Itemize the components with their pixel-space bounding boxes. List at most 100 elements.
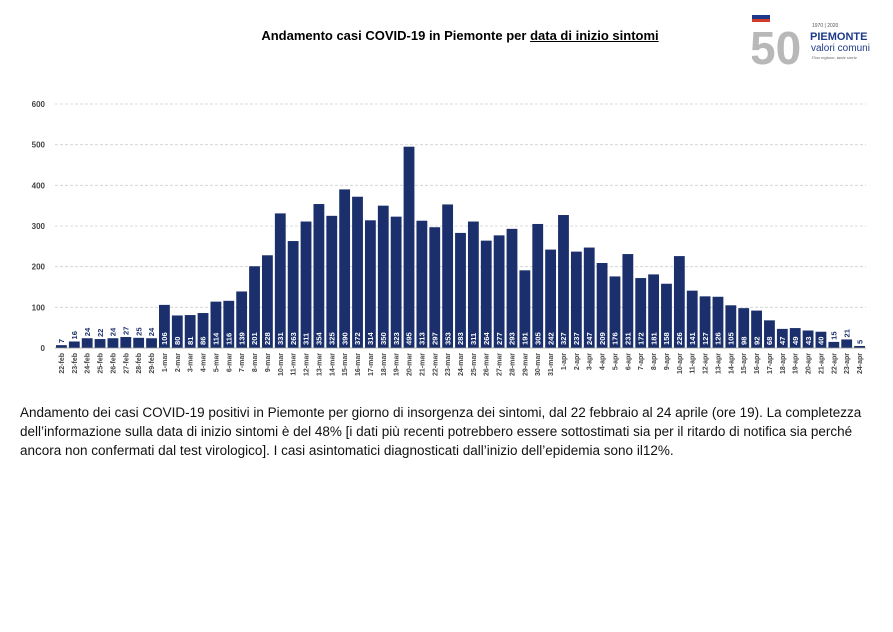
bar <box>133 337 145 348</box>
bar <box>609 276 621 348</box>
x-tick-label: 4-apr <box>600 353 607 370</box>
bar <box>738 308 750 348</box>
bar <box>171 315 183 348</box>
bar <box>429 227 441 348</box>
data-label: 7 <box>57 339 66 343</box>
chart-caption: Andamento dei casi COVID-19 positivi in … <box>20 405 862 458</box>
y-tick-label: 0 <box>41 344 46 353</box>
data-label: 24 <box>83 327 92 336</box>
data-label: 277 <box>495 332 504 345</box>
data-label: 325 <box>327 332 336 345</box>
bar <box>699 296 711 348</box>
x-tick-label: 3-mar <box>188 353 195 372</box>
data-label: 27 <box>122 327 131 335</box>
x-tick-label: 8-mar <box>252 353 259 372</box>
x-tick-label: 6-mar <box>226 353 233 372</box>
data-label: 49 <box>791 337 800 345</box>
data-label: 126 <box>714 332 723 345</box>
data-label: 5 <box>855 339 864 344</box>
x-tick-label: 8-apr <box>651 353 658 370</box>
x-tick-label: 30-mar <box>535 353 542 376</box>
x-tick-label: 10-apr <box>677 353 684 374</box>
logo-years: 1970 | 2020 <box>812 23 839 29</box>
bar <box>661 283 672 348</box>
bar <box>725 305 737 348</box>
bar <box>493 235 505 348</box>
data-label: 350 <box>379 332 388 345</box>
data-label: 81 <box>186 336 195 345</box>
x-tick-label: 22-apr <box>831 353 838 374</box>
data-label: 247 <box>585 332 594 345</box>
x-tick-label: 1-mar <box>162 353 169 372</box>
y-tick-label: 400 <box>32 181 46 190</box>
y-axis: 0 100 200 300 400 500 600 <box>32 100 46 353</box>
x-tick-label: 23-feb <box>72 353 79 374</box>
data-label: 141 <box>688 332 697 345</box>
bar <box>442 204 454 348</box>
x-tick-label: 18-apr <box>780 353 787 374</box>
x-tick-label: 22-mar <box>432 353 439 376</box>
bar <box>184 315 196 348</box>
x-tick-label: 1-apr <box>561 353 568 370</box>
bar <box>815 331 827 348</box>
bar <box>261 255 273 348</box>
x-tick-label: 2-apr <box>574 353 581 370</box>
data-label: 201 <box>250 332 259 345</box>
x-tick-label: 21-mar <box>419 353 426 376</box>
bar <box>532 223 544 348</box>
bar <box>712 296 724 348</box>
data-label: 105 <box>727 332 736 345</box>
data-label: 106 <box>160 332 169 345</box>
x-tick-label: 16-apr <box>754 353 761 374</box>
x-tick-label: 24-feb <box>85 353 92 374</box>
x-tick-label: 3-apr <box>587 353 594 370</box>
data-label: 242 <box>546 332 555 345</box>
bar <box>81 338 93 348</box>
data-label: 127 <box>701 332 710 345</box>
data-label: 15 <box>830 331 839 340</box>
x-tick-label: 15-apr <box>741 353 748 374</box>
bar <box>570 251 582 348</box>
bar <box>622 254 634 348</box>
x-tick-label: 25-feb <box>98 353 105 374</box>
bar <box>841 339 853 348</box>
bar <box>519 270 531 348</box>
data-label: 92 <box>752 337 761 345</box>
data-label: 24 <box>147 327 156 336</box>
data-label: 283 <box>456 332 465 345</box>
x-tick-label: 10-mar <box>278 353 285 376</box>
logo-tagline: Una regione, tante storie <box>812 55 857 61</box>
y-tick-label: 200 <box>32 263 46 272</box>
x-tick-label: 19-apr <box>793 353 800 374</box>
x-tick-label: 25-mar <box>471 353 478 376</box>
data-label: 305 <box>533 332 542 345</box>
bar <box>56 345 67 348</box>
x-tick-label: 20-mar <box>407 353 414 376</box>
chart-bars <box>56 146 865 348</box>
data-label: 24 <box>109 327 118 336</box>
chart-title: Andamento casi COVID-19 in Piemonte per … <box>0 28 893 43</box>
x-tick-label: 28-feb <box>136 353 143 374</box>
data-label: 22 <box>96 329 105 337</box>
data-label: 495 <box>405 332 414 345</box>
bar <box>68 341 80 348</box>
data-label: 21 <box>842 328 851 337</box>
x-tick-label: 12-apr <box>703 353 710 374</box>
bar <box>403 146 415 348</box>
logo-sub: valori comuni <box>811 43 870 54</box>
data-label: 237 <box>572 332 581 345</box>
x-tick-label: 16-mar <box>355 353 362 376</box>
data-label: 263 <box>289 332 298 345</box>
bar <box>287 241 299 348</box>
x-tick-label: 27-mar <box>497 353 504 376</box>
bar <box>764 320 775 348</box>
y-tick-label: 100 <box>32 303 46 312</box>
bar <box>776 328 788 348</box>
x-tick-label: 19-mar <box>394 353 401 376</box>
x-tick-label: 13-apr <box>715 353 722 374</box>
bar <box>480 240 492 348</box>
bar <box>635 278 647 348</box>
x-tick-label: 27-feb <box>123 353 130 374</box>
bar <box>673 256 685 348</box>
data-label: 176 <box>611 332 620 345</box>
